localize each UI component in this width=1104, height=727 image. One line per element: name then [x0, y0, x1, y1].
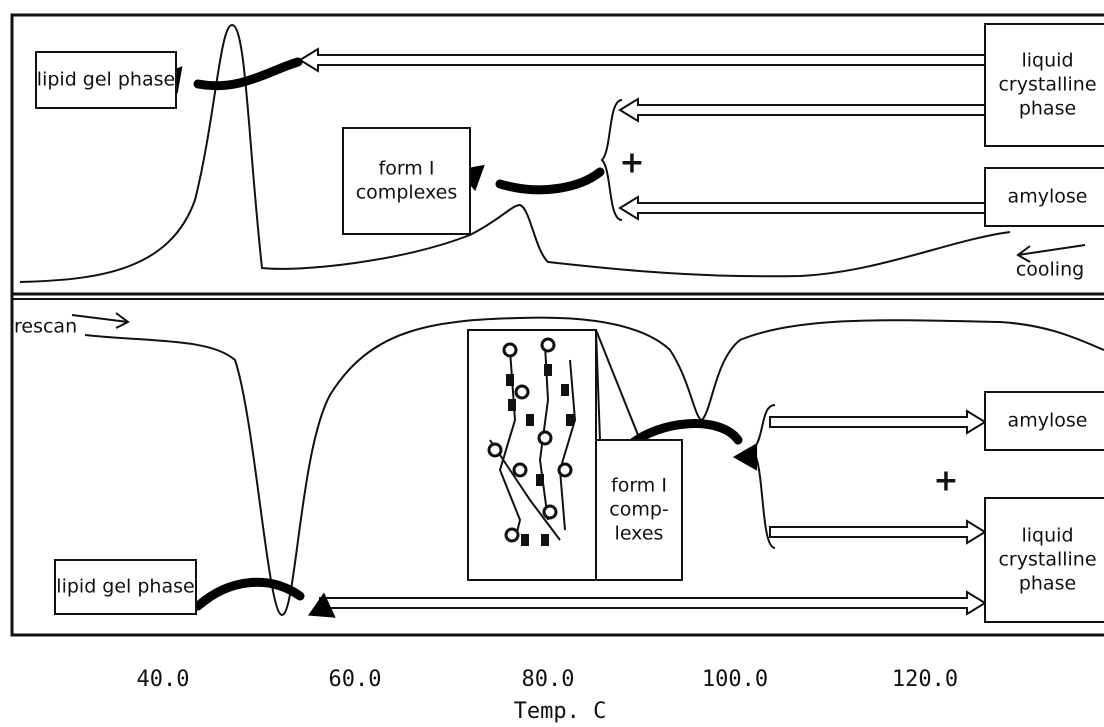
helix-ring — [487, 442, 503, 458]
helix-unit — [508, 399, 516, 411]
phase-label: phase — [1019, 573, 1076, 595]
phase-label: amylose — [1008, 410, 1088, 432]
inset-box — [467, 329, 597, 581]
complex-label: form I — [379, 158, 435, 180]
phase-label: crystalline — [998, 549, 1096, 571]
helix-inset — [467, 329, 597, 581]
complex-label: form I — [611, 475, 667, 497]
curved-arrow — [193, 57, 303, 91]
helix-unit — [521, 534, 529, 546]
x-tick-label: 40.0 — [137, 667, 190, 692]
helix-ring — [542, 504, 558, 520]
phase-label-box — [984, 167, 1104, 227]
helix-unit — [536, 474, 544, 486]
phase-label: lipid gel phase — [56, 576, 194, 598]
phase-label-box — [54, 559, 197, 615]
helix-ring — [502, 342, 518, 358]
hollow-arrow — [298, 47, 986, 73]
helix-ring — [557, 462, 573, 478]
leader-line — [595, 329, 641, 441]
x-tick-label: 120.0 — [892, 667, 958, 692]
helix-ring — [514, 384, 530, 400]
helix-ring — [537, 430, 553, 446]
helix-unit — [541, 534, 549, 546]
arrow-head — [732, 443, 758, 471]
direction-label: cooling — [1016, 259, 1084, 281]
helix-ring — [540, 337, 556, 353]
phase-label: crystalline — [998, 74, 1096, 96]
complex-label-box — [342, 127, 471, 235]
phase-label: liquid — [1022, 50, 1074, 72]
curved-arrow — [495, 167, 605, 195]
helix-ring — [512, 462, 528, 478]
direction-arrow — [1016, 244, 1086, 263]
direction-arrow — [71, 312, 130, 329]
curved-arrow — [193, 577, 305, 611]
phase-label-box — [35, 51, 177, 109]
hollow-arrow — [618, 195, 986, 221]
x-tick-label: 60.0 — [329, 667, 382, 692]
complex-label: complexes — [356, 182, 458, 204]
helix-unit — [526, 414, 534, 426]
leader-line — [595, 329, 601, 441]
frame — [10, 13, 1104, 637]
x-tick-label: 100.0 — [702, 667, 768, 692]
complex-label: comp- — [609, 499, 669, 521]
helix-unit — [561, 384, 569, 396]
hollow-arrow — [618, 97, 986, 123]
phase-label: phase — [1019, 98, 1076, 120]
brace — [600, 99, 623, 221]
hollow-arrow — [769, 519, 987, 545]
phase-label: lipid gel phase — [37, 69, 175, 91]
rescan-curve — [84, 316, 1104, 617]
helix-unit — [506, 374, 514, 386]
arrow-head — [307, 592, 336, 618]
hollow-arrow — [769, 409, 987, 435]
x-axis-label: Temp. C — [514, 699, 607, 724]
helix-ring — [504, 527, 520, 543]
complex-label: lexes — [615, 523, 664, 545]
plus-sign: + — [933, 464, 958, 499]
phase-label-box — [984, 391, 1104, 451]
phase-label: amylose — [1008, 186, 1088, 208]
helix-unit — [566, 414, 574, 426]
x-tick-label: 80.0 — [522, 667, 575, 692]
direction-label: rescan — [14, 316, 77, 338]
curved-arrow — [625, 419, 743, 450]
phase-label: liquid — [1022, 525, 1074, 547]
cooling-curve — [19, 23, 1011, 283]
helix-unit — [544, 364, 552, 376]
plus-sign: + — [619, 146, 644, 181]
hollow-arrow — [319, 590, 987, 616]
helix-chain — [489, 344, 577, 541]
phase-label-box — [984, 497, 1104, 623]
phase-label-box — [984, 23, 1104, 147]
complex-label-box — [595, 439, 683, 581]
